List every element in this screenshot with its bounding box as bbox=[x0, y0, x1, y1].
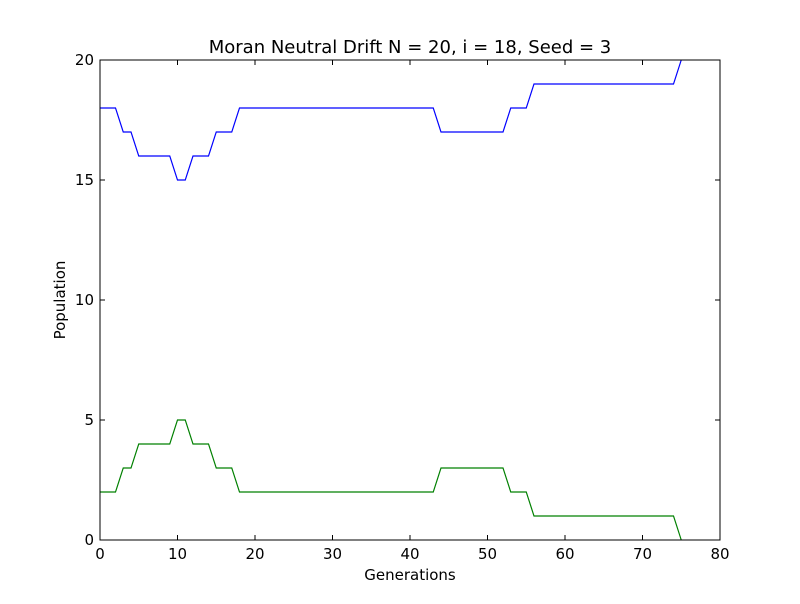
y-tick-label: 20 bbox=[75, 51, 94, 69]
series-line-1 bbox=[100, 419, 682, 541]
tick-layer: 0 10 20 30 40 50 60 70 80 0 5 10 15 20 bbox=[75, 51, 730, 563]
y-tick-label: 5 bbox=[84, 411, 94, 429]
x-tick-label: 20 bbox=[245, 545, 264, 563]
series-line-0 bbox=[100, 59, 682, 181]
x-axis-label: Generations bbox=[364, 566, 456, 584]
x-tick-label: 40 bbox=[400, 545, 419, 563]
x-tick-label: 30 bbox=[323, 545, 342, 563]
x-tick-label: 50 bbox=[478, 545, 497, 563]
plot-frame bbox=[99, 59, 721, 541]
x-tick-label: 0 bbox=[95, 545, 105, 563]
y-tick-label: 10 bbox=[75, 291, 94, 309]
chart-title: Moran Neutral Drift N = 20, i = 18, Seed… bbox=[209, 37, 612, 58]
series-layer bbox=[100, 59, 682, 541]
y-tick-label: 0 bbox=[84, 531, 94, 549]
x-tick-label: 70 bbox=[633, 545, 652, 563]
x-tick-label: 60 bbox=[555, 545, 574, 563]
x-tick-label: 80 bbox=[710, 545, 729, 563]
x-tick-label: 10 bbox=[168, 545, 187, 563]
y-axis-label: Population bbox=[51, 261, 69, 340]
y-tick-label: 15 bbox=[75, 171, 94, 189]
